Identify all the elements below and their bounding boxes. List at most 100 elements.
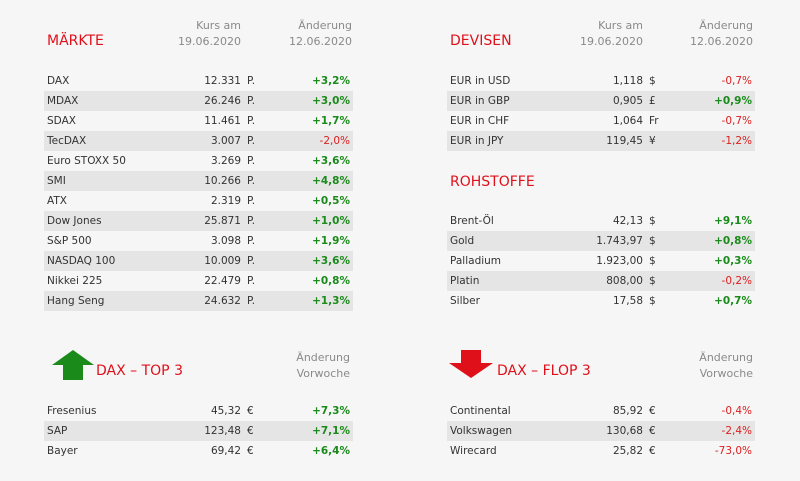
- row-value: 1,064: [612, 115, 643, 127]
- row-name: ATX: [47, 195, 67, 207]
- row-change: +1,3%: [312, 295, 350, 307]
- row-value: 1.743,97: [596, 235, 643, 247]
- row-change: +9,1%: [714, 215, 752, 227]
- row-unit: Fr: [649, 115, 659, 127]
- row-name: EUR in JPY: [450, 135, 504, 147]
- row-unit: P.: [247, 155, 256, 167]
- table-row: Bayer 69,42 € +6,4%: [44, 441, 353, 461]
- row-value: 25.871: [204, 215, 241, 227]
- row-value: 3.007: [210, 135, 241, 147]
- row-name: Wirecard: [450, 445, 497, 457]
- row-change: +0,8%: [714, 235, 752, 247]
- table-row: Continental 85,92 € -0,4%: [447, 401, 755, 421]
- row-value: 10.266: [204, 175, 241, 187]
- row-name: SMI: [47, 175, 66, 187]
- row-value: 119,45: [606, 135, 643, 147]
- row-change: +3,2%: [312, 75, 350, 87]
- table-row: DAX 12.331 P. +3,2%: [44, 71, 353, 91]
- maerkte-kurs-header: Kurs am 19.06.2020: [178, 19, 241, 48]
- row-name: EUR in USD: [450, 75, 511, 87]
- row-value: 42,13: [612, 215, 643, 227]
- row-unit: P.: [247, 135, 256, 147]
- row-value: 0,905: [612, 95, 643, 107]
- row-name: NASDAQ 100: [47, 255, 116, 267]
- table-row: Palladium 1.923,00 $ +0,3%: [447, 251, 755, 271]
- row-value: 85,92: [612, 405, 643, 417]
- row-unit: P.: [247, 215, 256, 227]
- row-value: 10.009: [204, 255, 241, 267]
- devisen-kurs-header: Kurs am 19.06.2020: [580, 19, 643, 48]
- row-change: +7,3%: [312, 405, 350, 417]
- row-value: 2.319: [210, 195, 241, 207]
- table-row: Dow Jones 25.871 P. +1,0%: [44, 211, 353, 231]
- row-name: Bayer: [47, 445, 78, 457]
- row-name: Dow Jones: [47, 215, 102, 227]
- row-value: 12.331: [204, 75, 241, 87]
- row-value: 1.923,00: [596, 255, 643, 267]
- row-value: 22.479: [204, 275, 241, 287]
- row-name: Silber: [450, 295, 480, 307]
- row-change: -73,0%: [714, 445, 752, 457]
- maerkte-title: MÄRKTE: [47, 33, 104, 49]
- row-unit: P.: [247, 275, 256, 287]
- row-value: 69,42: [210, 445, 241, 457]
- row-name: Gold: [450, 235, 475, 247]
- row-unit: P.: [247, 95, 256, 107]
- row-name: EUR in GBP: [450, 95, 510, 107]
- row-name: Volkswagen: [450, 425, 513, 437]
- row-change: -0,7%: [721, 75, 752, 87]
- top3-change-header: Änderung Vorwoche: [296, 351, 350, 380]
- row-name: Platin: [450, 275, 480, 287]
- row-unit: £: [649, 95, 656, 107]
- row-change: -1,2%: [721, 135, 752, 147]
- row-unit: P.: [247, 255, 256, 267]
- row-unit: P.: [247, 295, 256, 307]
- row-name: EUR in CHF: [450, 115, 510, 127]
- row-name: Palladium: [450, 255, 502, 267]
- row-change: -2,0%: [319, 135, 350, 147]
- table-row: EUR in JPY 119,45 ¥ -1,2%: [447, 131, 755, 151]
- row-unit: €: [247, 425, 254, 437]
- table-row: Wirecard 25,82 € -73,0%: [447, 441, 755, 461]
- row-unit: P.: [247, 115, 256, 127]
- row-value: 17,58: [612, 295, 643, 307]
- row-unit: P.: [247, 75, 256, 87]
- table-row: SAP 123,48 € +7,1%: [44, 421, 353, 441]
- table-row: Silber 17,58 $ +0,7%: [447, 291, 755, 311]
- row-unit: €: [649, 445, 656, 457]
- table-row: NASDAQ 100 10.009 P. +3,6%: [44, 251, 353, 271]
- row-unit: €: [649, 405, 656, 417]
- row-value: 1,118: [612, 75, 643, 87]
- row-name: S&P 500: [47, 235, 92, 247]
- row-name: Continental: [450, 405, 511, 417]
- row-change: -0,2%: [721, 275, 752, 287]
- row-change: +3,0%: [312, 95, 350, 107]
- table-row: MDAX 26.246 P. +3,0%: [44, 91, 353, 111]
- table-row: Gold 1.743,97 $ +0,8%: [447, 231, 755, 251]
- row-unit: $: [649, 75, 656, 87]
- table-row: ATX 2.319 P. +0,5%: [44, 191, 353, 211]
- row-value: 45,32: [210, 405, 241, 417]
- row-value: 11.461: [204, 115, 241, 127]
- row-name: TecDAX: [47, 135, 87, 147]
- row-value: 3.269: [210, 155, 241, 167]
- row-unit: €: [247, 445, 254, 457]
- row-unit: €: [247, 405, 254, 417]
- row-value: 26.246: [204, 95, 241, 107]
- row-change: +0,9%: [714, 95, 752, 107]
- table-row: EUR in GBP 0,905 £ +0,9%: [447, 91, 755, 111]
- row-value: 123,48: [204, 425, 241, 437]
- row-value: 808,00: [606, 275, 643, 287]
- row-change: +1,0%: [312, 215, 350, 227]
- row-change: -0,7%: [721, 115, 752, 127]
- table-row: TecDAX 3.007 P. -2,0%: [44, 131, 353, 151]
- devisen-title: DEVISEN: [450, 33, 512, 49]
- row-value: 3.098: [210, 235, 241, 247]
- table-row: Hang Seng 24.632 P. +1,3%: [44, 291, 353, 311]
- arrow-up-icon: [52, 350, 94, 380]
- row-unit: $: [649, 295, 656, 307]
- top3-title: DAX – TOP 3: [96, 363, 183, 379]
- table-row: Platin 808,00 $ -0,2%: [447, 271, 755, 291]
- devisen-change-header: Änderung 12.06.2020: [690, 19, 753, 48]
- row-change: +0,7%: [714, 295, 752, 307]
